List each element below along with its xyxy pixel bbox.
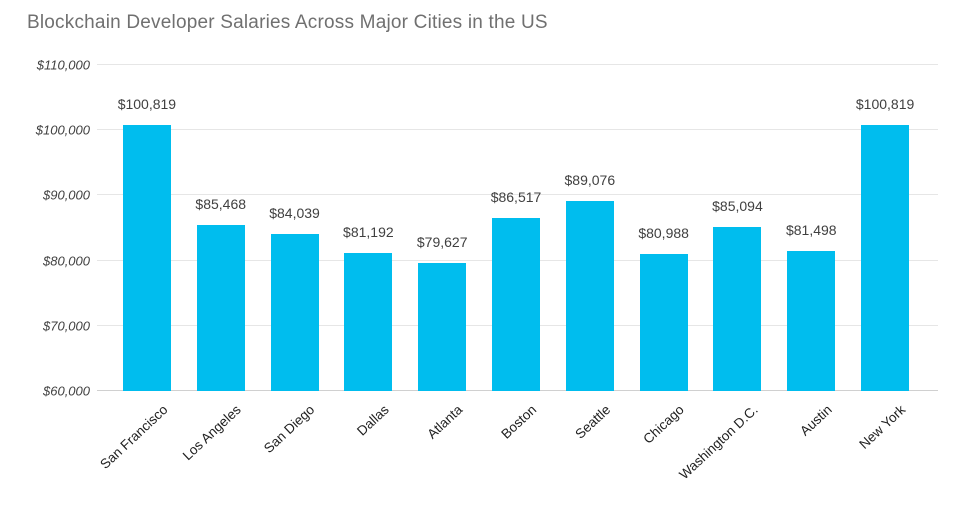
- bar-value-label: $79,627: [416, 234, 468, 251]
- bar-boston: [492, 218, 540, 391]
- x-axis-category-label: New York: [856, 402, 909, 452]
- x-axis-category-label: Austin: [796, 402, 835, 439]
- bar-chicago: [639, 254, 688, 391]
- y-axis-tick-label: $100,000: [35, 122, 90, 138]
- bar-san-diego: [270, 234, 319, 391]
- gridline: [97, 129, 938, 131]
- x-axis-category-label: Chicago: [640, 402, 687, 447]
- gridline: [97, 194, 938, 196]
- x-axis-category-label: Atlanta: [424, 402, 466, 442]
- bar-austin: [787, 250, 836, 391]
- y-axis-tick-label: $90,000: [43, 187, 90, 203]
- bar-seattle: [565, 201, 614, 391]
- x-axis-category-label: San Diego: [261, 402, 318, 456]
- y-axis-tick-label: $70,000: [43, 318, 90, 334]
- bar-value-label: $85,094: [712, 198, 763, 215]
- bar-value-label: $100,819: [117, 95, 177, 112]
- x-axis-category-label: Los Angeles: [179, 402, 244, 464]
- y-axis-tick-label: $60,000: [43, 383, 90, 399]
- bar-chart-plot-area: $100,819 $85,468 $84,039 $81,192 $79,627 $86,…: [97, 64, 938, 391]
- bar-new-york: [861, 124, 910, 391]
- x-axis-category-label: Seattle: [572, 402, 614, 442]
- bar-dallas: [344, 252, 393, 391]
- bar-value-label: $85,468: [195, 195, 247, 212]
- bar-san-francisco: [122, 124, 171, 391]
- bar-atlanta: [418, 263, 467, 391]
- x-axis-category-label: Dallas: [353, 402, 392, 439]
- chart-title: Blockchain Developer Salaries Across Maj…: [27, 12, 548, 33]
- bar-los-angeles: [196, 224, 245, 391]
- y-axis-tick-label: $110,000: [36, 57, 90, 73]
- x-axis-category-label: San Francisco: [96, 402, 171, 472]
- bars-layer: $100,819 $85,468 $84,039 $81,192 $79,627 $86,…: [110, 65, 922, 391]
- x-axis-category-label: Boston: [498, 402, 540, 442]
- bar-value-label: $84,039: [269, 205, 320, 222]
- x-axis-category-label: Washington D.C.: [676, 402, 761, 483]
- y-axis-tick-label: $80,000: [43, 253, 90, 269]
- bar-value-label: $81,498: [785, 221, 837, 238]
- bar-value-label: $80,988: [638, 225, 689, 242]
- bar-value-label: $89,076: [564, 172, 616, 189]
- gridline: [97, 64, 938, 65]
- bar-value-label: $100,819: [855, 95, 915, 112]
- bar-washington-d-c-: [713, 227, 762, 391]
- bar-value-label: $81,192: [343, 223, 394, 240]
- bar-value-label: $86,517: [490, 189, 542, 206]
